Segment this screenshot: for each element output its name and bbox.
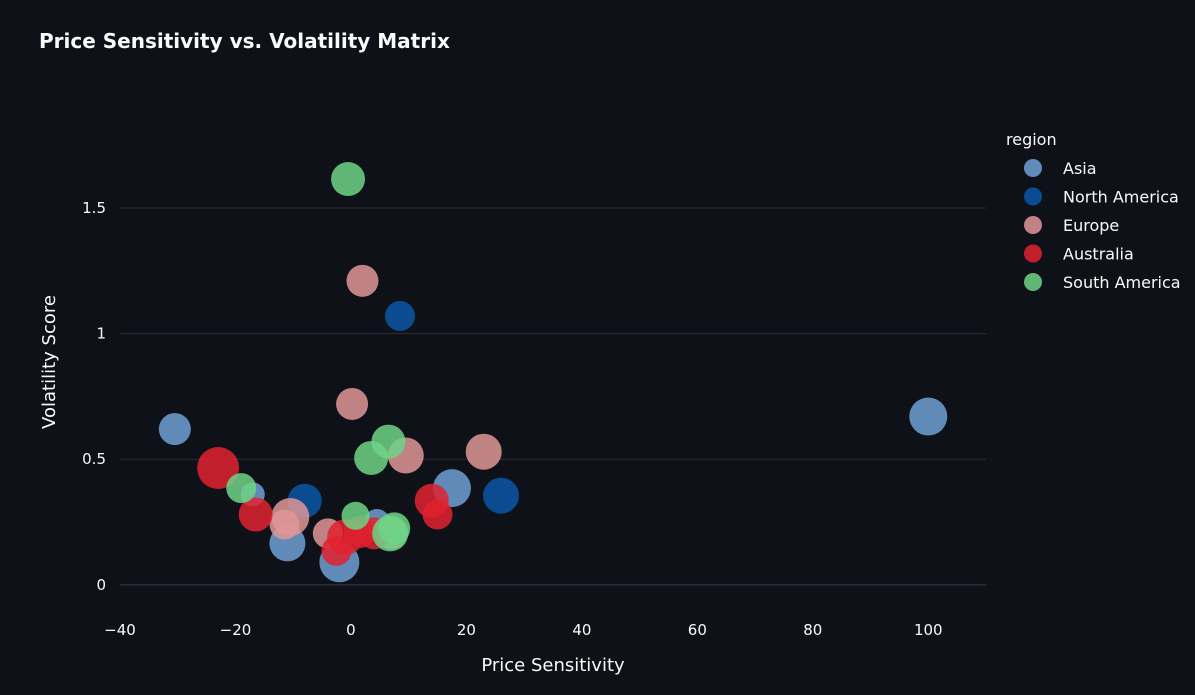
chart-title: Price Sensitivity vs. Volatility Matrix — [39, 29, 450, 53]
data-point[interactable] — [269, 509, 300, 540]
x-tick-label: −20 — [220, 621, 252, 639]
legend-label: Australia — [1063, 245, 1134, 264]
y-tick-label: 1 — [96, 325, 106, 343]
legend-marker — [1024, 244, 1042, 263]
legend: region Asia North America Europe Australia S… — [1006, 130, 1181, 292]
data-point[interactable] — [158, 413, 191, 446]
series-south-america — [226, 162, 411, 552]
x-tick-label: 60 — [688, 621, 707, 639]
x-tick-label: 80 — [803, 621, 822, 639]
data-point[interactable] — [909, 397, 948, 436]
data-point[interactable] — [422, 499, 453, 530]
data-point[interactable] — [465, 433, 502, 470]
y-tick-label: 1.5 — [82, 199, 106, 217]
legend-item[interactable]: Europe — [1024, 216, 1119, 235]
data-point[interactable] — [226, 473, 257, 504]
legend-label: Europe — [1063, 216, 1119, 235]
data-point[interactable] — [238, 497, 273, 532]
y-tick-labels: 0 0.5 1 1.5 — [82, 199, 106, 594]
data-point[interactable] — [321, 535, 352, 566]
legend-marker — [1024, 187, 1042, 206]
data-point[interactable] — [336, 387, 369, 420]
data-point[interactable] — [197, 447, 240, 490]
series-asia — [158, 397, 948, 583]
data-points — [158, 162, 948, 583]
x-tick-label: 20 — [457, 621, 476, 639]
y-tick-label: 0 — [96, 576, 106, 594]
gridlines — [120, 207, 986, 586]
x-tick-label: −40 — [104, 621, 136, 639]
legend-item[interactable]: Australia — [1024, 244, 1134, 264]
x-tick-label: 40 — [572, 621, 591, 639]
legend-marker — [1024, 216, 1042, 234]
legend-label: Asia — [1063, 159, 1097, 178]
legend-item[interactable]: South America — [1024, 273, 1181, 292]
data-point[interactable] — [354, 440, 389, 475]
legend-item[interactable]: North America — [1024, 187, 1179, 207]
x-tick-label: 100 — [914, 621, 943, 639]
series-europe — [269, 264, 502, 550]
legend-marker — [1024, 159, 1042, 177]
y-axis-title: Volatility Score — [39, 295, 60, 429]
data-point[interactable] — [378, 512, 411, 545]
legend-label: South America — [1063, 273, 1181, 292]
legend-item[interactable]: Asia — [1024, 159, 1097, 178]
legend-title: region — [1006, 130, 1057, 149]
y-tick-label: 0.5 — [82, 450, 106, 468]
x-axis-title: Price Sensitivity — [481, 655, 625, 676]
x-tick-labels: −40 −20 0 20 40 60 80 100 — [104, 621, 942, 639]
data-point[interactable] — [385, 301, 416, 331]
data-point[interactable] — [483, 477, 520, 514]
legend-label: North America — [1063, 188, 1179, 207]
data-point[interactable] — [341, 501, 370, 530]
data-point[interactable] — [346, 264, 379, 297]
data-point[interactable] — [331, 162, 366, 197]
legend-marker — [1024, 273, 1042, 291]
x-tick-label: 0 — [346, 621, 356, 639]
